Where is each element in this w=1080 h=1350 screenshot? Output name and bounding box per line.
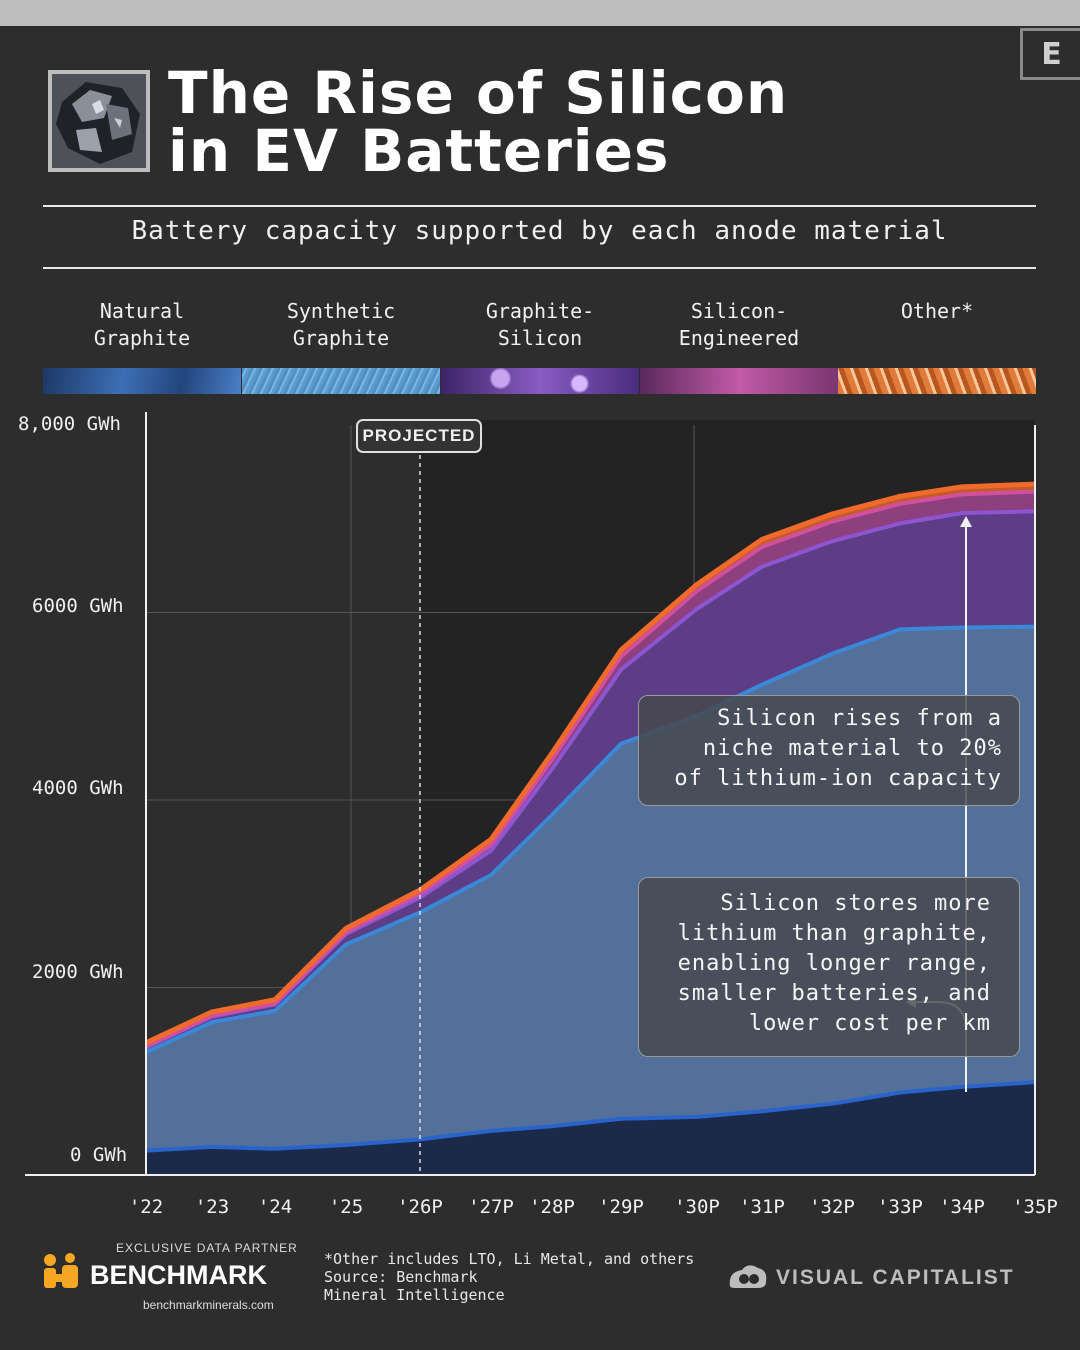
chart-series-lines xyxy=(144,481,1036,1153)
title-line-2: in EV Batteries xyxy=(168,117,670,185)
legend-label-line: Graphite xyxy=(93,326,191,350)
divider-bottom xyxy=(43,267,1036,269)
partner-label: EXCLUSIVE DATA PARTNER xyxy=(116,1241,298,1255)
legend-label-line: Other* xyxy=(900,299,974,323)
annotation-line: smaller batteries, and xyxy=(677,981,991,1006)
legend-label-line: Silicon- xyxy=(690,299,788,323)
brand-mark: E xyxy=(1020,28,1080,80)
annotation-line: lithium than graphite, xyxy=(677,921,991,946)
annotation-silicon-benefits: Silicon stores more lithium than graphit… xyxy=(638,877,1020,1057)
annotation-line: niche material to 20% xyxy=(702,736,1002,761)
y-tick-label: 4000 GWh xyxy=(32,777,124,799)
annotation-line: Silicon rises from a xyxy=(717,706,1002,731)
footnote-source-cont: Mineral Intelligence xyxy=(324,1286,505,1304)
y-tick-label: 8,000 GWh xyxy=(18,413,121,435)
annotation-line: of lithium-ion capacity xyxy=(674,766,1002,791)
x-tick-label: '29P xyxy=(598,1196,644,1218)
x-tick-label: '25 xyxy=(328,1196,364,1218)
legend-label-line: Graphite- xyxy=(485,299,595,323)
footnote: *Other includes LTO, Li Metal, and other… xyxy=(324,1250,694,1304)
line-natural-graphite xyxy=(145,1080,1036,1153)
annotation-silicon-share: Silicon rises from a niche material to 2… xyxy=(638,695,1020,806)
x-tick-label: '24 xyxy=(257,1196,293,1218)
area-natural-graphite xyxy=(146,1082,1035,1175)
legend-swatch-synthetic-graphite xyxy=(242,368,440,394)
subtitle: Battery capacity supported by each anode… xyxy=(131,216,948,246)
annotation-line: lower cost per km xyxy=(748,1011,991,1036)
legend-label-other: Other* xyxy=(838,298,1036,325)
visual-capitalist-logo-icon xyxy=(729,1265,767,1288)
x-tick-label: '30P xyxy=(674,1196,720,1218)
arrowhead-up xyxy=(960,516,972,527)
legend-label-natural-graphite: Natural Graphite xyxy=(43,298,241,352)
x-tick-label: '33P xyxy=(877,1196,923,1218)
benchmark-logo-icon xyxy=(44,1253,78,1288)
line-other xyxy=(144,481,1036,1046)
publisher-name: VISUAL CAPITALIST xyxy=(776,1266,1015,1289)
y-tick-label: 6000 GWh xyxy=(32,595,124,617)
partner-url: benchmarkminerals.com xyxy=(143,1298,274,1312)
x-tick-label: '34P xyxy=(939,1196,985,1218)
silicon-rock-image xyxy=(48,70,150,172)
legend-swatch-silicon-engineered xyxy=(640,368,838,394)
top-bar xyxy=(0,0,1080,26)
footnote-other: *Other includes LTO, Li Metal, and other… xyxy=(324,1250,695,1268)
legend-label-silicon-engineered: Silicon- Engineered xyxy=(640,298,838,352)
legend-label-line: Silicon xyxy=(497,326,583,350)
x-tick-label: '26P xyxy=(397,1196,443,1218)
x-tick-label: '27P xyxy=(468,1196,514,1218)
legend-label-line: Engineered xyxy=(678,326,800,350)
x-tick-label: '23 xyxy=(194,1196,230,1218)
legend-label-line: Synthetic xyxy=(286,299,396,323)
legend-swatch-natural-graphite xyxy=(43,368,241,394)
page-title: The Rise of Silicon in EV Batteries xyxy=(168,64,788,180)
line-synthetic-graphite xyxy=(145,624,1036,1055)
divider-top xyxy=(43,205,1036,207)
legend-label-line: Graphite xyxy=(292,326,390,350)
legend-swatch-other xyxy=(838,368,1036,394)
legend-label-line: Natural xyxy=(99,299,185,323)
legend-label-synthetic-graphite: Synthetic Graphite xyxy=(242,298,440,352)
projected-label: PROJECTED xyxy=(356,419,482,453)
line-silicon-engineered xyxy=(145,489,1036,1049)
legend-swatch-graphite-silicon xyxy=(441,368,639,394)
y-tick-label: 2000 GWh xyxy=(32,961,124,983)
area-graphite-silicon xyxy=(146,511,1035,1053)
annotation-line: Silicon stores more xyxy=(720,891,991,916)
annotation-line: enabling longer range, xyxy=(677,951,991,976)
x-tick-label: '32P xyxy=(809,1196,855,1218)
x-tick-label: '31P xyxy=(739,1196,785,1218)
title-line-1: The Rise of Silicon xyxy=(168,59,789,127)
legend-label-graphite-silicon: Graphite- Silicon xyxy=(441,298,639,352)
y-tick-label: 0 GWh xyxy=(70,1144,128,1166)
footnote-source: Source: Benchmark xyxy=(324,1268,478,1286)
partner-name: BENCHMARK xyxy=(90,1260,267,1290)
x-tick-label: '35P xyxy=(1012,1196,1058,1218)
x-tick-label: '22 xyxy=(128,1196,164,1218)
x-tick-label: '28P xyxy=(529,1196,575,1218)
